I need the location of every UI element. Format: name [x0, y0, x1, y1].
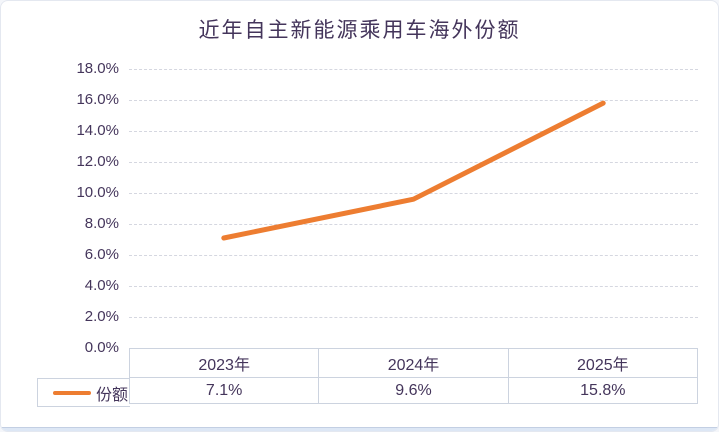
- series-line-plot: [221, 100, 606, 241]
- window-bottom-edge: [1, 427, 718, 431]
- y-tick-label: 12.0%: [76, 153, 119, 170]
- legend-label: 份额: [95, 386, 128, 404]
- y-tick-label: 16.0%: [76, 91, 119, 108]
- gridline: [129, 255, 698, 256]
- y-tick-label: 8.0%: [84, 215, 119, 232]
- data-table: 2023年 2024年 2025年 7.1% 9.6% 15.8%: [128, 348, 699, 404]
- share-series-line: [221, 100, 606, 241]
- y-tick-label: 14.0%: [76, 122, 119, 139]
- table-value-cell: 7.1%: [128, 377, 320, 404]
- table-value-row: 7.1% 9.6% 15.8%: [128, 377, 699, 404]
- table-header-cell: 2025年: [507, 348, 699, 378]
- y-tick-label: 6.0%: [84, 246, 119, 263]
- gridline: [129, 100, 698, 101]
- y-tick-label: 10.0%: [76, 184, 119, 201]
- y-tick-label: 4.0%: [84, 277, 119, 294]
- gridline: [129, 162, 698, 163]
- gridline: [129, 193, 698, 194]
- table-value-cell: 15.8%: [507, 377, 699, 404]
- gridline: [129, 317, 698, 318]
- legend: 份额: [37, 378, 130, 407]
- gridline: [129, 131, 698, 132]
- gridline: [129, 286, 698, 287]
- gridline: [129, 224, 698, 225]
- table-header-cell: 2023年: [128, 348, 320, 378]
- gridline: [129, 69, 698, 70]
- y-tick-label: 2.0%: [84, 308, 119, 325]
- chart-title: 近年自主新能源乘用车海外份额: [198, 19, 521, 42]
- y-tick-label: 0.0%: [84, 339, 119, 356]
- table-header-row: 2023年 2024年 2025年: [128, 348, 699, 378]
- table-header-cell: 2024年: [318, 348, 509, 378]
- table-value-cell: 9.6%: [318, 377, 509, 404]
- legend-line-swatch: [52, 390, 91, 395]
- y-tick-label: 18.0%: [76, 60, 119, 77]
